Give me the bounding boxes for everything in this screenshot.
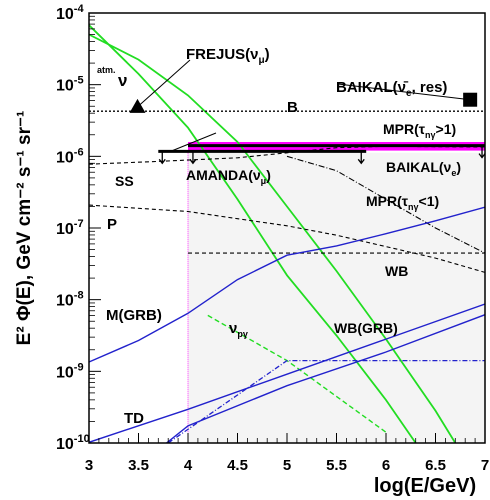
x-tick-label-0: 3 (85, 457, 93, 474)
amanda-region (188, 152, 485, 443)
td-label: TD (124, 410, 144, 427)
ss-label: SS (115, 173, 134, 189)
p-label: P (107, 216, 117, 233)
td-series-line-10 (89, 303, 485, 443)
nupp-label: νpγ (229, 320, 248, 339)
wbgrb-label: WB(GRB) (334, 320, 398, 336)
y-tick-label-5: 10-5 (56, 75, 84, 95)
y-tick-label-2: 10-8 (56, 290, 84, 310)
atm-nu-label: ν (118, 71, 127, 90)
x-tick-label-4: 5 (283, 457, 291, 474)
wb-label: WB (385, 263, 408, 279)
y-tick-label-1: 10-9 (56, 361, 84, 381)
baikal-e-label: BAIKAL(νe) (386, 159, 461, 178)
y-tick-label-3: 10-7 (56, 218, 84, 238)
y-axis-label: E² Φ(E), GeV cm⁻² s⁻¹ sr⁻¹ (14, 111, 35, 346)
y-tick-label-6: 10-4 (56, 3, 84, 23)
m-grb-series-line-8 (89, 206, 485, 363)
marker-layer (129, 59, 486, 165)
baikal-res-leader (337, 83, 471, 101)
atmospheric-series-line-0 (89, 24, 417, 443)
amanda-label: AMANDA(νμ) (186, 167, 271, 186)
b-label: B (287, 99, 298, 116)
x-tick-label-8: 7 (481, 457, 489, 474)
limit-arrow-0-2 (357, 151, 365, 165)
x-tick-label-1: 3.5 (128, 457, 149, 474)
wb-grb-series-line-9 (165, 314, 485, 443)
frejus-leader (137, 59, 191, 108)
-p-series-line-11 (167, 359, 485, 443)
frejus-triangle-marker (129, 98, 146, 113)
background-layer (187, 142, 485, 443)
p-series-line-5 (89, 204, 485, 273)
baikal-res-square-marker (463, 92, 478, 107)
limit-arrow-0-0 (158, 151, 166, 165)
baikal-res-label: BAIKAL(ν̄e, res) (336, 79, 447, 99)
atm-label: atm. (97, 65, 116, 75)
mgrb-label: M(GRB) (106, 307, 162, 324)
baikal-e-leader (168, 132, 217, 153)
limit-arrow-0-1 (189, 151, 197, 165)
limit-arrow-1-0 (478, 145, 486, 159)
x-tick-label-2: 4 (184, 457, 193, 474)
x-tick-label-6: 6 (382, 457, 390, 474)
mpr-gt-label: MPR(τnγ>1) (383, 121, 456, 140)
x-tick-label-7: 6.5 (425, 457, 446, 474)
y-tick-label-0: 10-10 (56, 433, 90, 453)
y-tick-label-4: 10-6 (56, 146, 84, 166)
atmospheric-series-line-1 (89, 33, 457, 443)
frejus-label: FREJUS(νμ) (186, 46, 270, 66)
x-tick-label-5: 5.5 (326, 457, 347, 474)
mpr-lt-label: MPR(τnγ<1) (366, 193, 439, 212)
x-axis-label: log(E/GeV) (374, 475, 476, 497)
x-tick-label-3: 4.5 (227, 457, 248, 474)
mpr-n-1-series-line-7 (286, 155, 485, 254)
axis-layer: 3 3.5 4 4.5 5 5.5 6 6.5 7 10-10 10-9 10-8 10-7 10-6 10… (56, 3, 489, 474)
